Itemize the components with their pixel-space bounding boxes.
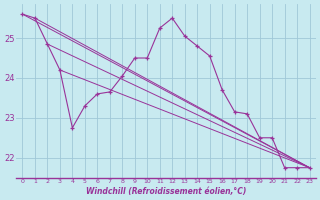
X-axis label: Windchill (Refroidissement éolien,°C): Windchill (Refroidissement éolien,°C) [86, 187, 246, 196]
